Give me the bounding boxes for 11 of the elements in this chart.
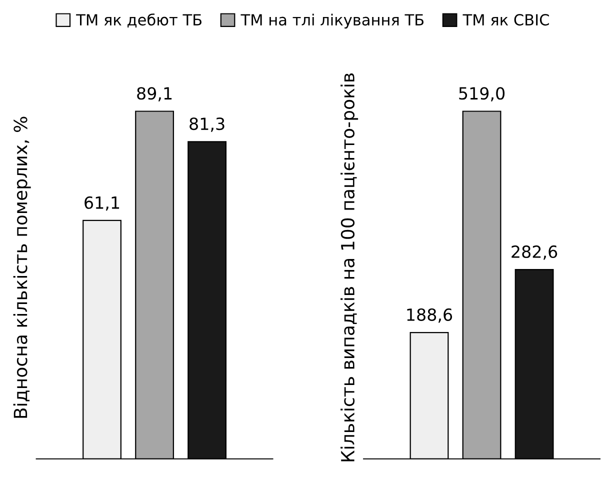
legend-label: ТМ як СВІС <box>462 14 549 26</box>
data-label: 188,6 <box>407 308 452 323</box>
legend-label: ТМ як дебют ТБ <box>76 13 202 28</box>
y-axis-title: Відносна кількість померлих, % <box>13 116 31 418</box>
data-label: 61,1 <box>84 196 120 211</box>
data-label: 282,6 <box>512 245 558 260</box>
y-axis-title: Кількість випадків на 100 пацієнто-років <box>340 73 358 462</box>
legend-label: ТМ на тлі лікування ТБ <box>240 14 424 29</box>
data-label: 81,3 <box>190 118 224 132</box>
data-label: 89,1 <box>137 87 172 102</box>
data-label: 519,0 <box>459 87 505 102</box>
